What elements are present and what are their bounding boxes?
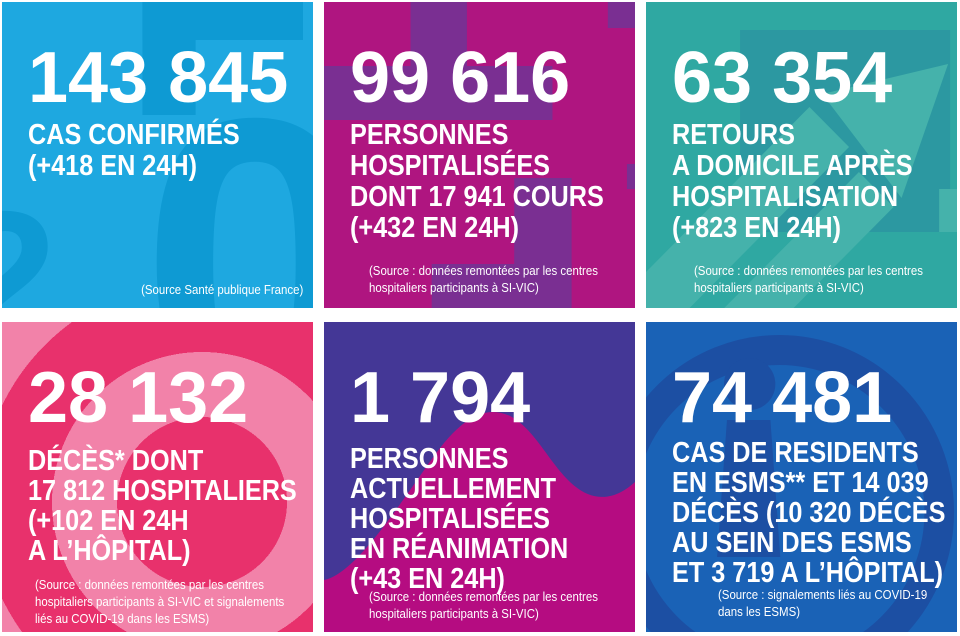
stat-card-icu: 1 794 PERSONNES ACTUELLEMENT HOSPITALISÉ…	[324, 322, 635, 632]
stat-label-line: ET 3 719 A L’HÔPITAL)	[672, 557, 944, 589]
stat-label-line: HOSPITALISÉES	[350, 503, 551, 535]
stat-label-line: (+102 EN 24H	[28, 505, 189, 537]
stat-source: (Source Santé publique France)	[141, 281, 303, 298]
stat-source-line: hospitaliers participants à SI-VIC)	[369, 280, 539, 295]
stat-source: (Source : signalements liés au COVID-19 …	[718, 586, 927, 620]
stat-card-deaths: 28 132 DÉCÈS* DONT 17 812 HOSPITALIERS (…	[2, 322, 313, 632]
stat-label-line: PERSONNES	[350, 443, 509, 475]
stat-label-line: CAS CONFIRMÉS	[28, 119, 240, 151]
stat-label-line: HOSPITALISATION	[672, 181, 899, 213]
stat-value: 143 845	[28, 38, 289, 118]
stat-label-line: RETOURS	[672, 119, 795, 151]
stat-value: 99 616	[350, 38, 571, 118]
stat-source-line: (Source : données remontées par les cent…	[694, 263, 923, 278]
stat-label: RETOURS A DOMICILE APRÈS HOSPITALISATION…	[672, 120, 913, 244]
stat-source-line: (Source : données remontées par les cent…	[369, 589, 598, 604]
stat-label-line: (+432 EN 24H)	[350, 212, 519, 244]
stat-value: 63 354	[672, 38, 893, 118]
stat-source: (Source : données remontées par les cent…	[369, 588, 598, 622]
stat-source-line: (Source : données remontées par les cent…	[35, 577, 264, 592]
stat-value: 28 132	[28, 358, 249, 438]
stat-source-line: hospitaliers participants à SI-VIC)	[694, 280, 864, 295]
stat-source-line: hospitaliers participants à SI-VIC et si…	[35, 594, 285, 609]
stat-label-line: A L’HÔPITAL)	[28, 535, 191, 567]
stat-source: (Source : données remontées par les cent…	[369, 262, 598, 296]
stat-label: DÉCÈS* DONT 17 812 HOSPITALIERS (+102 EN…	[28, 446, 297, 566]
stat-value: 1 794	[350, 358, 531, 438]
stat-label-line: PERSONNES	[350, 119, 509, 151]
stat-label-line: DONT 17 941 COURS	[350, 181, 604, 213]
stat-source-line: liés au COVID-19 dans les ESMS)	[35, 611, 210, 626]
stat-label-line: EN RÉANIMATION	[350, 533, 569, 565]
stat-source: (Source : données remontées par les cent…	[35, 576, 284, 627]
stat-source: (Source : données remontées par les cent…	[694, 262, 923, 296]
stat-value: 74 481	[672, 358, 893, 438]
stat-label-line: EN ESMS** ET 14 039	[672, 467, 929, 499]
stat-card-confirmed-cases: 2 0 143 845 CAS CONFIRMÉS (+418 EN 24H) …	[2, 2, 313, 308]
stat-label: CAS CONFIRMÉS (+418 EN 24H)	[28, 120, 240, 182]
stat-source-line: dans les ESMS)	[718, 604, 801, 619]
stat-source-line: (Source : signalements liés au COVID-19	[718, 587, 928, 602]
stat-label-line: DÉCÈS (10 320 DÉCÈS	[672, 497, 946, 529]
stat-card-returned-home: 63 354 RETOURS A DOMICILE APRÈS HOSPITAL…	[646, 2, 957, 308]
stat-source-line: (Source : données remontées par les cent…	[369, 263, 598, 278]
stat-label-line: (+418 EN 24H)	[28, 150, 197, 182]
stat-label-line: ACTUELLEMENT	[350, 473, 557, 505]
stat-card-esms-residents: 74 481 CAS DE RESIDENTS EN ESMS** ET 14 …	[646, 322, 957, 632]
stat-label-line: AU SEIN DES ESMS	[672, 527, 912, 559]
stat-label-line: 17 812 HOSPITALIERS	[28, 475, 297, 507]
stat-label-line: HOSPITALISÉES	[350, 150, 551, 182]
stat-card-hospitalized: 99 616 PERSONNES HOSPITALISÉES DONT 17 9…	[324, 2, 635, 308]
stat-label-line: DÉCÈS* DONT	[28, 445, 204, 477]
stat-label-line: A DOMICILE APRÈS	[672, 150, 913, 182]
stat-source-line: (Source Santé publique France)	[140, 282, 303, 297]
stat-label: PERSONNES ACTUELLEMENT HOSPITALISÉES EN …	[350, 444, 568, 594]
stat-label-line: (+823 EN 24H)	[672, 212, 841, 244]
stat-source-line: hospitaliers participants à SI-VIC)	[369, 606, 539, 621]
stat-label: CAS DE RESIDENTS EN ESMS** ET 14 039 DÉC…	[672, 438, 945, 588]
stat-label-line: CAS DE RESIDENTS	[672, 437, 919, 469]
stat-label: PERSONNES HOSPITALISÉES DONT 17 941 COUR…	[350, 120, 604, 244]
